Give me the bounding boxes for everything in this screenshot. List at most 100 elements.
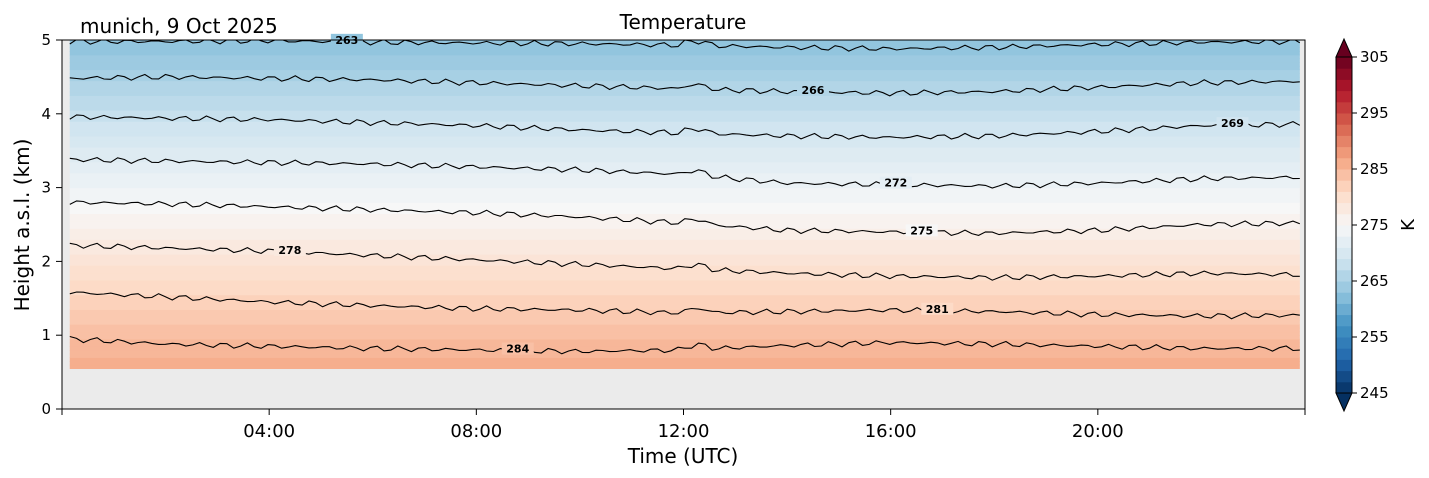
temperature-band [69, 40, 1300, 45]
contour-label-278: 278 [278, 244, 301, 257]
colorbar-extend-min [1335, 392, 1353, 413]
temperature-band [69, 313, 1300, 318]
x-axis: 04:00 08:00 12:00 16:00 20:00 [61, 409, 1306, 442]
contour-line-284 [69, 335, 1300, 355]
contour-label-bg [879, 176, 912, 189]
temperature-band [69, 327, 1300, 333]
temperature-band [69, 191, 1300, 196]
temperature-band [69, 361, 1300, 366]
temperature-band [69, 279, 1300, 285]
temperature-band [69, 43, 1300, 48]
contour-line-263 [69, 40, 1301, 52]
temperature-band [69, 128, 1300, 133]
colorbar-segment [1336, 68, 1352, 80]
temperature-band [69, 87, 1300, 93]
y-tick-label: 0 [41, 400, 51, 418]
y-tick-label: 5 [41, 31, 51, 49]
y-tick-label: 1 [41, 326, 51, 344]
temperature-band [69, 268, 1300, 274]
temperature-band [69, 338, 1300, 344]
colorbar-segment [1336, 359, 1352, 372]
colorbar-segment [1336, 157, 1352, 170]
colorbar-tick-label: 305 [1360, 48, 1389, 66]
temperature-band [69, 76, 1300, 82]
temperature-band [69, 294, 1300, 299]
temperature-band [69, 47, 1300, 52]
temperature-band [69, 283, 1300, 288]
temperature-band [69, 187, 1300, 192]
temperature-band [69, 139, 1300, 144]
y-tick-label: 4 [41, 105, 51, 123]
colorbar-tick-label: 275 [1360, 216, 1389, 234]
colorbar-segment [1336, 325, 1352, 338]
colorbar-tick-label: 285 [1360, 160, 1389, 178]
colorbar-segment [1336, 292, 1352, 304]
temperature-band [69, 95, 1300, 100]
colorbar-segment [1336, 113, 1352, 125]
colorbar-segment [1336, 135, 1352, 148]
temperature-band [69, 58, 1300, 63]
contour-line-275 [69, 200, 1301, 236]
temperature-band [69, 198, 1300, 203]
colorbar-label: K [1398, 218, 1419, 231]
temperature-band [69, 150, 1300, 155]
temperature-band [69, 183, 1300, 189]
temperature-band [69, 124, 1300, 130]
contour-label-bg [273, 243, 306, 256]
colorbar-segment [1336, 337, 1352, 349]
temperature-band [69, 165, 1300, 170]
colorbar-segment [1336, 314, 1352, 327]
contour-label-bg [905, 224, 938, 237]
temperature-band [69, 316, 1300, 322]
contour-label-bg [1216, 117, 1249, 130]
temperature-band [69, 213, 1300, 218]
temperature-band [69, 342, 1300, 347]
temperature-band [69, 113, 1300, 119]
temperature-band [69, 106, 1300, 111]
contour-line-269 [69, 114, 1301, 140]
temperature-band [69, 62, 1300, 67]
x-tick-label: 04:00 [243, 421, 295, 442]
x-tick-label: 12:00 [658, 421, 710, 442]
contour-label-bg [796, 84, 829, 97]
temperature-band [69, 242, 1300, 248]
temperature-band [69, 132, 1300, 137]
temperature-band [69, 54, 1300, 60]
temperature-band [69, 161, 1300, 167]
temperature-band [69, 228, 1300, 233]
colorbar-segment [1336, 90, 1352, 103]
temperature-band [69, 276, 1300, 281]
colorbar-segment [1336, 202, 1352, 215]
temperature-band [69, 301, 1300, 307]
temperature-band [69, 169, 1300, 174]
colorbar-segment [1336, 370, 1352, 383]
temperature-band [69, 257, 1300, 262]
contour-line-272 [69, 157, 1300, 189]
temperature-band [69, 272, 1300, 277]
temperature-band [69, 69, 1300, 74]
y-axis: 0 1 2 3 4 5 [41, 31, 62, 418]
contour-line-281 [69, 291, 1300, 320]
temperature-band [69, 335, 1300, 340]
contour-line-266 [69, 73, 1300, 97]
colorbar-segment [1336, 303, 1352, 316]
temperature-band [69, 202, 1300, 207]
colorbar-segment [1336, 180, 1352, 192]
temperature-band [69, 176, 1300, 181]
temperature-band [69, 73, 1300, 78]
y-tick-label: 2 [41, 252, 51, 270]
temperature-band [69, 290, 1300, 296]
colorbar-segment [1336, 348, 1352, 360]
location-label: munich, 9 Oct 2025 [80, 14, 278, 38]
y-tick-label: 3 [41, 179, 51, 197]
x-tick-label: 08:00 [450, 421, 502, 442]
colorbar-tick-label: 245 [1360, 384, 1389, 402]
temperature-band [69, 65, 1300, 71]
colorbar-segment [1336, 281, 1352, 293]
temperature-band [69, 180, 1300, 185]
colorbar-segment [1336, 191, 1352, 204]
temperature-band [69, 172, 1300, 178]
temperature-band [69, 331, 1300, 336]
